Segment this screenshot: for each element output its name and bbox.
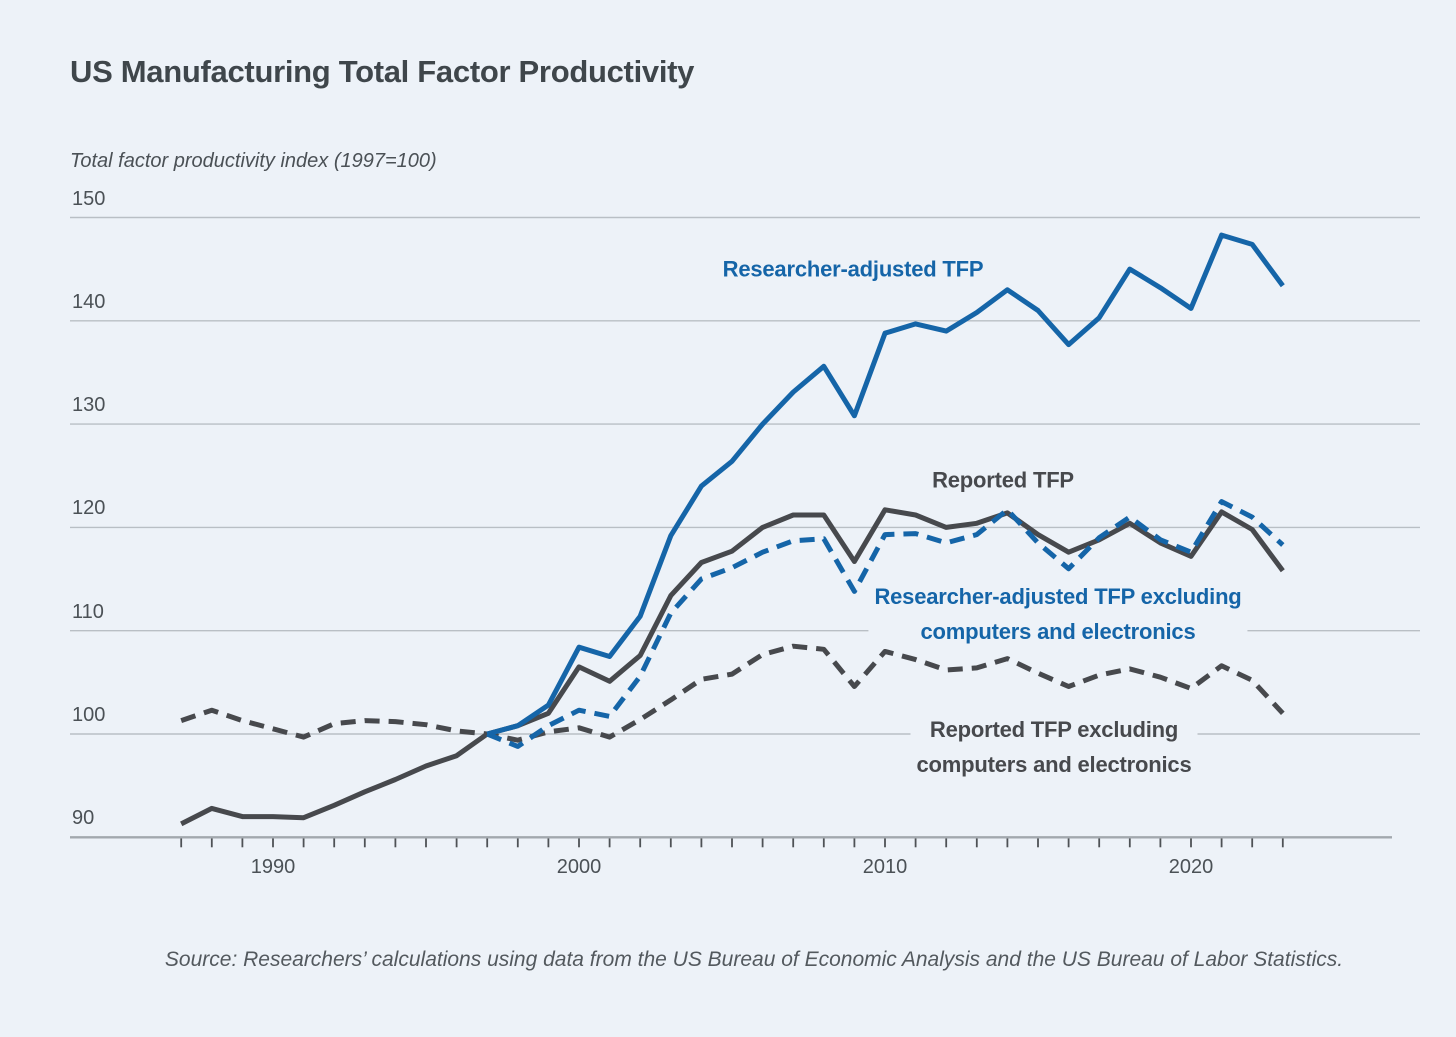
source-note: Source: Researchers’ calculations using … (164, 948, 1344, 971)
y-axis-label-130: 130 (72, 394, 106, 417)
researcher-adjusted-tfp-label: Researcher-adjusted TFP (716, 251, 990, 287)
x-axis-label-1990: 1990 (250, 856, 296, 879)
y-axis-label-120: 120 (72, 497, 106, 520)
y-axis-label-110: 110 (72, 600, 104, 623)
chart-subtitle: Total factor productivity index (1997=10… (70, 150, 437, 172)
x-axis-label-2010: 2010 (862, 856, 908, 879)
series-line-reported-tfp-excluding-computers-and-electronics (180, 643, 1285, 743)
reported-tfp-label: Reported TFP (926, 462, 1080, 498)
series-line-researcher-adjusted-tfp (486, 232, 1285, 737)
chart-title: US Manufacturing Total Factor Productivi… (70, 54, 695, 89)
series-line-researcher-adjusted-tfp-excluding-computers-and-electronics (486, 499, 1285, 749)
y-axis-label-90: 90 (72, 807, 95, 830)
x-axis-label-2000: 2000 (556, 856, 602, 879)
y-axis-label-100: 100 (72, 704, 106, 726)
y-axis-label-140: 140 (72, 290, 106, 313)
y-axis-label-150: 150 (72, 187, 106, 210)
x-axis-label-2020: 2020 (1168, 856, 1214, 879)
researcher-adjusted-tfp-excluding-label: Researcher-adjusted TFP excluding compute… (868, 579, 1248, 649)
reported-tfp-excluding-label: Reported TFP excluding computers and elec… (910, 712, 1198, 782)
